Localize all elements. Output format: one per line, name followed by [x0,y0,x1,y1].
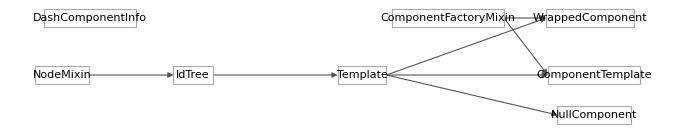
FancyBboxPatch shape [546,9,634,27]
FancyBboxPatch shape [337,66,387,84]
FancyBboxPatch shape [44,9,136,27]
Text: IdTree: IdTree [176,70,210,80]
Text: WrappedComponent: WrappedComponent [533,13,647,23]
Text: DashComponentInfo: DashComponentInfo [33,13,147,23]
FancyBboxPatch shape [36,66,89,84]
FancyBboxPatch shape [548,66,640,84]
Text: ComponentTemplate: ComponentTemplate [536,70,652,80]
FancyBboxPatch shape [557,106,630,124]
Text: Template: Template [337,70,387,80]
Text: ComponentFactoryMixin: ComponentFactoryMixin [380,13,516,23]
FancyBboxPatch shape [392,9,504,27]
Text: NullComponent: NullComponent [550,110,637,120]
Text: NodeMixin: NodeMixin [33,70,92,80]
FancyBboxPatch shape [173,66,212,84]
